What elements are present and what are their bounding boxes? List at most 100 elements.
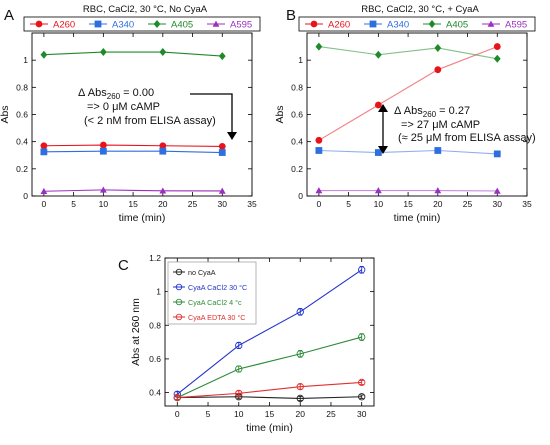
x-tick-label: 25 xyxy=(463,199,473,209)
data-point xyxy=(218,143,226,150)
data-point xyxy=(434,147,442,154)
data-point xyxy=(296,383,304,391)
series-line xyxy=(318,149,498,155)
legend-label: CyaA CaCl2 30 °C xyxy=(188,283,247,292)
series-line xyxy=(177,381,362,399)
y-tick-label: 0.6 xyxy=(16,110,28,120)
x-tick-label: 30 xyxy=(493,199,503,209)
series-cyaa-edta-30-c xyxy=(173,378,366,402)
legend-item-cyaa-cacl2-30-c: CyaA CaCl2 30 °C xyxy=(173,283,247,292)
annotation-a-line2: => 0 μM cAMP xyxy=(87,101,160,113)
x-tick-label: 25 xyxy=(188,199,198,209)
x-tick-label: 15 xyxy=(265,409,275,419)
x-tick-label: 35 xyxy=(247,199,257,209)
annotation-b: Δ Abs260 = 0.27 => 27 μM cAMP (≈ 25 μM f… xyxy=(378,104,536,154)
series-line xyxy=(43,144,223,147)
data-point xyxy=(235,389,243,398)
series-line xyxy=(177,336,362,399)
y-tick-label: 1 xyxy=(156,287,161,297)
legend-item-cyaa-cacl2-4-c: CyaA CaCl2 4 °c xyxy=(173,298,242,307)
legend-item-a595: A595 xyxy=(207,20,252,31)
x-tick-label: 15 xyxy=(128,199,138,209)
annotation-a: Δ Abs260 = 0.00 => 0 μM cAMP (< 2 nM fro… xyxy=(78,87,237,140)
legend-marker xyxy=(35,20,43,28)
y-tick-label: 0.8 xyxy=(291,82,303,92)
series-line xyxy=(176,269,363,395)
x-tick-label: 25 xyxy=(326,409,336,419)
data-point xyxy=(493,43,501,50)
series-a595 xyxy=(40,186,226,194)
legend: A260 A340 A405 A595 xyxy=(298,16,536,32)
legend-item-a595: A595 xyxy=(482,20,527,31)
data-point xyxy=(493,54,501,63)
annotation-b-arrowhead-down xyxy=(378,146,388,154)
legend-frame xyxy=(298,16,536,32)
legend-marker xyxy=(310,20,318,28)
legend-marker xyxy=(175,313,183,321)
data-point xyxy=(358,266,366,274)
legend: no CyaA CyaA CaCl2 30 °C CyaA CaCl2 4 °c Cy… xyxy=(167,261,257,325)
x-axis-label: time (min) xyxy=(119,212,166,224)
y-tick-label: 0.8 xyxy=(16,82,28,92)
legend-marker xyxy=(175,268,183,276)
annotation-b-line3: (≈ 25 μM from ELISA assay) xyxy=(398,132,536,144)
series-a405 xyxy=(315,42,501,63)
data-point xyxy=(315,147,323,154)
data-point xyxy=(235,341,243,350)
legend-item-a340: A340 xyxy=(89,20,134,31)
chart-panel-a: 0 5 10 15 20 25 30 35 0 0.2 0.4 0.6 0.8 1 time (min) Ab… xyxy=(0,16,261,224)
x-tick-label: 0 xyxy=(42,199,47,209)
legend-marker xyxy=(153,20,161,28)
data-point xyxy=(296,350,304,358)
legend-marker xyxy=(487,20,495,27)
data-point xyxy=(374,50,382,59)
legend-marker xyxy=(175,283,183,291)
y-tick-label: 0.2 xyxy=(16,164,28,174)
panel-title-b: RBC, CaCl2, 30 °C, + CyaA xyxy=(361,4,479,15)
data-point xyxy=(358,378,366,387)
data-point xyxy=(434,66,442,74)
legend-marker xyxy=(369,20,377,28)
panel-title-a: RBC, CaCl2, 30 °C, No CyaA xyxy=(83,4,208,15)
data-point xyxy=(40,187,48,194)
x-tick-label: 20 xyxy=(296,409,306,419)
legend-label: A405 xyxy=(446,20,468,31)
series-a260 xyxy=(40,141,226,150)
series-no-cyaa xyxy=(173,393,366,403)
legend-item-a260: A260 xyxy=(305,20,350,31)
y-tick-label: 0.2 xyxy=(291,164,303,174)
x-tick-label: 10 xyxy=(99,199,109,209)
panel-letter-b: B xyxy=(286,7,296,24)
x-tick-label: 0 xyxy=(175,409,180,419)
x-tick-label: 5 xyxy=(206,409,211,419)
data-point xyxy=(40,148,48,156)
data-point xyxy=(315,187,323,194)
legend-label: CyaA EDTA 30 °C xyxy=(188,313,245,322)
x-tick-label: 20 xyxy=(158,199,168,209)
legend-item-a405: A405 xyxy=(423,20,468,31)
x-tick-label: 20 xyxy=(433,199,443,209)
legend-item-a405: A405 xyxy=(148,20,193,31)
legend-marker xyxy=(428,20,436,28)
data-point xyxy=(374,101,382,109)
y-tick-label: 0 xyxy=(298,191,303,201)
x-tick-label: 5 xyxy=(346,199,351,209)
x-axis-label: time (min) xyxy=(394,212,441,224)
series-line xyxy=(43,51,223,57)
legend-label: no CyaA xyxy=(188,268,216,277)
y-tick-label: 0.6 xyxy=(149,354,161,364)
y-axis-label: Abs xyxy=(0,105,11,123)
x-tick-label: 10 xyxy=(234,409,244,419)
y-axis-label: Abs xyxy=(274,105,286,123)
data-point xyxy=(235,365,243,373)
annotation-b-line2: => 27 μM cAMP xyxy=(401,119,480,131)
data-point xyxy=(218,187,226,194)
y-tick-label: 0.6 xyxy=(291,110,303,120)
annotation-a-line3: (< 2 nM from ELISA assay) xyxy=(84,115,216,127)
legend-item-a340: A340 xyxy=(364,20,409,31)
y-axis-label: Abs at 260 nm xyxy=(130,298,142,366)
x-tick-label: 30 xyxy=(357,409,367,419)
legend-marker xyxy=(94,20,102,28)
data-point xyxy=(99,48,107,57)
